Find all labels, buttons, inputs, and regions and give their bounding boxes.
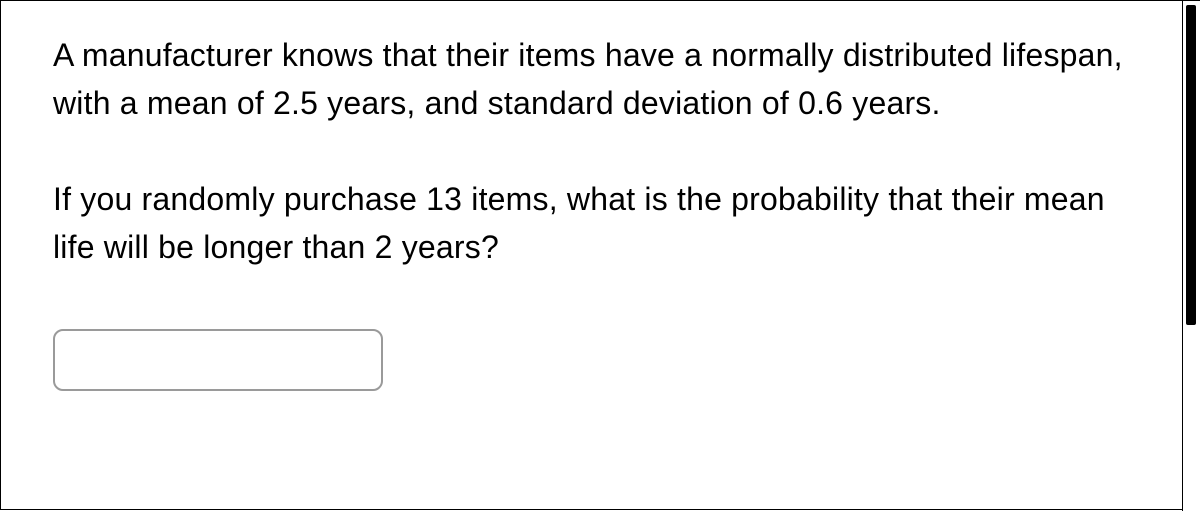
scrollbar-thumb[interactable]: [1186, 5, 1196, 325]
question-container: A manufacturer knows that their items ha…: [0, 0, 1200, 510]
scrollbar-track[interactable]: [1182, 1, 1200, 511]
answer-input[interactable]: [53, 329, 383, 391]
question-paragraph-2: If you randomly purchase 13 items, what …: [53, 175, 1140, 271]
question-content: A manufacturer knows that their items ha…: [53, 31, 1140, 391]
question-paragraph-1: A manufacturer knows that their items ha…: [53, 31, 1140, 127]
